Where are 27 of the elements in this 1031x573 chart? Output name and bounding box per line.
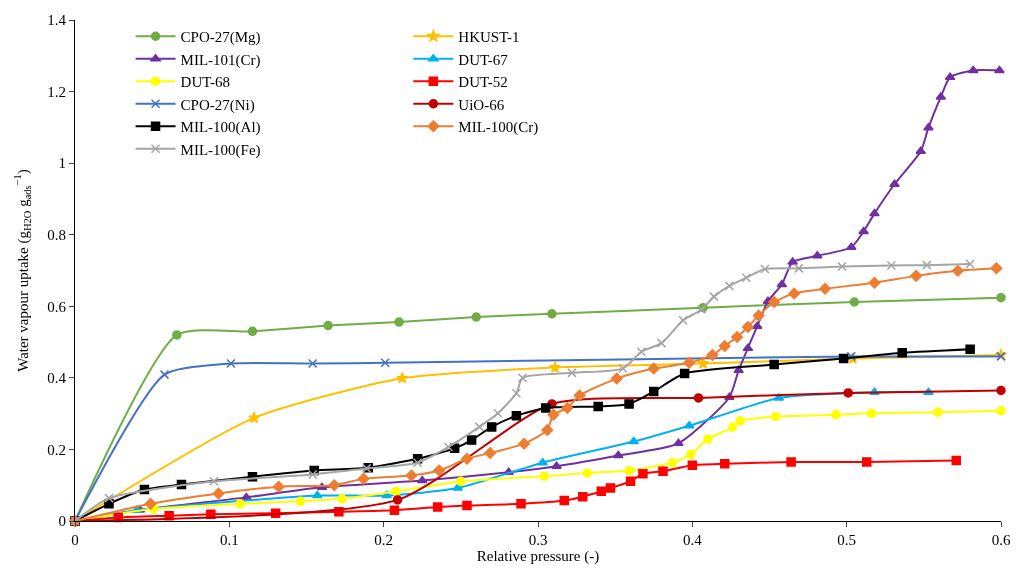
legend-label: MIL-100(Cr): [458, 119, 539, 137]
x-axis-title: Relative pressure (-): [476, 548, 600, 565]
legend-label: DUT-68: [180, 74, 231, 91]
x-tick-label: 0.2: [374, 532, 394, 548]
legend-label: HKUST-1: [458, 29, 520, 46]
x-tick-label: 0.5: [837, 532, 857, 548]
y-tick-label: 1: [58, 155, 66, 172]
legend-label: DUT-52: [458, 74, 508, 91]
y-tick-label: 1.4: [47, 12, 67, 29]
x-tick-label: 0.6: [991, 532, 1011, 548]
y-tick-label: 0.8: [47, 226, 66, 243]
x-tick-label: 0.3: [528, 532, 548, 548]
y-tick-label: 0.6: [47, 298, 67, 315]
legend-label: MIL-100(Fe): [180, 141, 261, 159]
legend-label: MIL-100(Al): [180, 119, 261, 137]
legend-label: UiO-66: [458, 96, 505, 113]
x-tick-label: 0.4: [682, 532, 703, 548]
y-tick-label: 1.2: [47, 83, 66, 100]
legend-label: CPO-27(Ni): [180, 96, 255, 114]
legend-label: CPO-27(Mg): [180, 29, 261, 47]
y-tick-label: 0: [58, 513, 66, 530]
y-tick-label: 0.4: [47, 370, 67, 387]
y-tick-label: 0.2: [47, 441, 66, 458]
x-tick-label: 0: [71, 532, 79, 548]
legend-label: DUT-67: [458, 51, 509, 68]
x-tick-label: 0.1: [219, 532, 239, 548]
legend-label: MIL-101(Cr): [180, 51, 261, 69]
